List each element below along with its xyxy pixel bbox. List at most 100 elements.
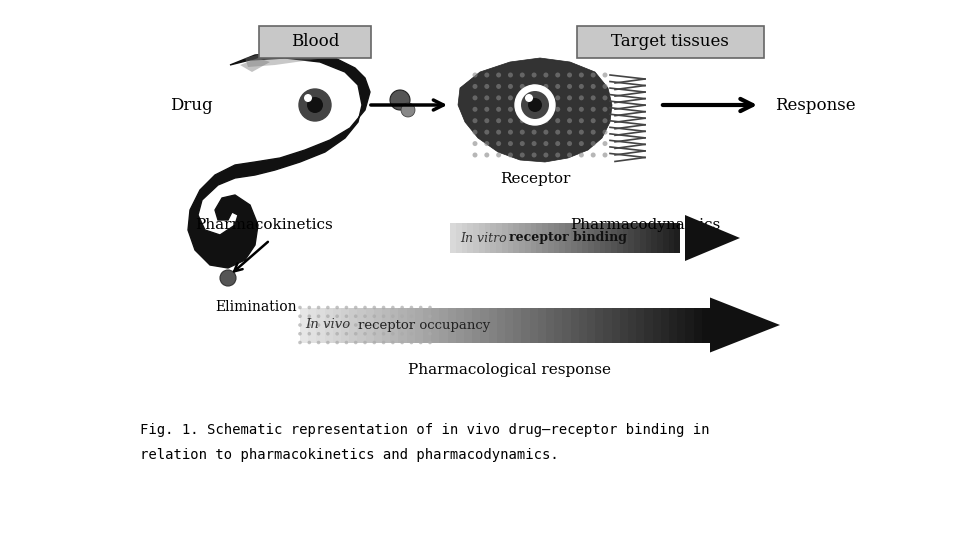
Circle shape	[419, 332, 422, 335]
Circle shape	[543, 107, 548, 112]
Bar	[620, 307, 628, 342]
Circle shape	[391, 314, 395, 318]
Circle shape	[428, 306, 432, 309]
Circle shape	[532, 84, 537, 89]
Circle shape	[579, 107, 584, 112]
Circle shape	[335, 314, 339, 318]
Circle shape	[590, 84, 596, 89]
Circle shape	[400, 341, 404, 345]
Circle shape	[579, 130, 584, 134]
Circle shape	[508, 118, 513, 123]
Text: relation to pharmacokinetics and pharmacodynamics.: relation to pharmacokinetics and pharmac…	[140, 448, 559, 462]
Bar	[468, 223, 473, 253]
Circle shape	[307, 323, 311, 327]
Text: In vivo: In vivo	[305, 319, 354, 332]
Circle shape	[419, 341, 422, 345]
Circle shape	[590, 96, 596, 100]
Text: International Neurourology Journal 2012;16:107–115: International Neurourology Journal 2012;…	[13, 0, 23, 307]
Circle shape	[419, 306, 422, 309]
Circle shape	[508, 130, 513, 134]
Circle shape	[519, 72, 525, 78]
Circle shape	[590, 152, 596, 158]
Circle shape	[354, 341, 357, 345]
Circle shape	[372, 306, 376, 309]
Circle shape	[543, 96, 548, 100]
Circle shape	[400, 306, 404, 309]
Bar	[324, 307, 333, 342]
Bar	[651, 223, 657, 253]
Circle shape	[555, 107, 561, 112]
Circle shape	[543, 130, 548, 134]
Circle shape	[532, 96, 537, 100]
Circle shape	[603, 72, 608, 78]
Circle shape	[496, 96, 501, 100]
Bar	[537, 223, 542, 253]
Circle shape	[590, 118, 596, 123]
Circle shape	[345, 332, 348, 335]
Bar	[497, 307, 505, 342]
Circle shape	[543, 152, 548, 158]
Bar	[407, 307, 415, 342]
Bar	[317, 307, 324, 342]
Circle shape	[519, 118, 525, 123]
Bar	[341, 307, 349, 342]
Circle shape	[293, 83, 337, 127]
Circle shape	[603, 118, 608, 123]
Bar	[554, 223, 560, 253]
Circle shape	[410, 332, 413, 335]
Circle shape	[590, 107, 596, 112]
Text: Pharmacological response: Pharmacological response	[409, 363, 612, 377]
Bar	[447, 307, 456, 342]
Text: Drug: Drug	[170, 97, 212, 113]
Circle shape	[484, 118, 490, 123]
Circle shape	[567, 130, 572, 134]
Circle shape	[603, 141, 608, 146]
Bar	[456, 307, 464, 342]
Bar	[542, 223, 548, 253]
Circle shape	[307, 306, 311, 309]
Circle shape	[382, 314, 385, 318]
Circle shape	[299, 314, 301, 318]
Circle shape	[382, 332, 385, 335]
Circle shape	[528, 98, 542, 112]
Bar	[546, 307, 554, 342]
Bar	[398, 307, 407, 342]
Bar	[653, 307, 660, 342]
Circle shape	[382, 341, 385, 345]
Text: Fig. 1. Schematic representation of in vivo drug–receptor binding in: Fig. 1. Schematic representation of in v…	[140, 423, 709, 437]
Circle shape	[419, 314, 422, 318]
Bar	[300, 307, 308, 342]
Circle shape	[579, 118, 584, 123]
Circle shape	[532, 152, 537, 158]
Circle shape	[391, 341, 395, 345]
Bar	[702, 307, 710, 342]
Text: Pharmacodynamics: Pharmacodynamics	[570, 218, 720, 232]
Circle shape	[519, 141, 525, 146]
Circle shape	[299, 89, 331, 121]
Circle shape	[496, 107, 501, 112]
Circle shape	[382, 306, 385, 309]
Circle shape	[525, 94, 533, 102]
Circle shape	[326, 306, 329, 309]
Circle shape	[496, 118, 501, 123]
Text: Receptor: Receptor	[500, 172, 570, 186]
FancyBboxPatch shape	[577, 26, 763, 58]
Bar	[628, 307, 636, 342]
Circle shape	[335, 341, 339, 345]
Circle shape	[372, 314, 376, 318]
Bar	[605, 223, 611, 253]
Bar	[583, 223, 588, 253]
Polygon shape	[458, 58, 612, 162]
Circle shape	[472, 130, 477, 134]
Bar	[456, 223, 462, 253]
Bar	[622, 223, 628, 253]
Circle shape	[555, 96, 561, 100]
Circle shape	[428, 341, 432, 345]
Circle shape	[299, 306, 301, 309]
Circle shape	[496, 130, 501, 134]
Circle shape	[519, 96, 525, 100]
Circle shape	[410, 341, 413, 345]
Circle shape	[304, 94, 312, 102]
Circle shape	[579, 84, 584, 89]
Circle shape	[543, 118, 548, 123]
